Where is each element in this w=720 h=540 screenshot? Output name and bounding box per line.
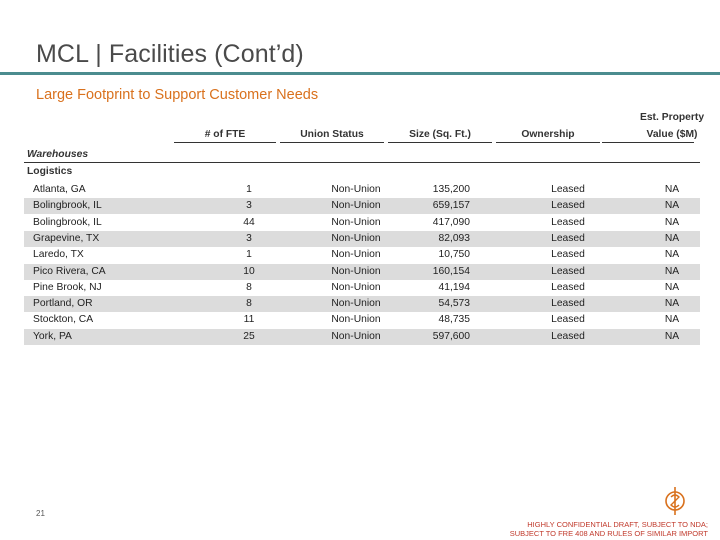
header-underline-value bbox=[602, 142, 694, 143]
page-number: 21 bbox=[36, 509, 45, 518]
cell-location: York, PA bbox=[33, 330, 72, 342]
cell-union-status: Non-Union bbox=[331, 314, 381, 326]
page-title: MCL | Facilities (Cont’d) bbox=[36, 40, 304, 68]
cell-size: 597,600 bbox=[432, 330, 470, 342]
cell-location: Pico Rivera, CA bbox=[33, 265, 106, 277]
cell-ownership: Leased bbox=[551, 232, 585, 244]
cell-ownership: Leased bbox=[551, 265, 585, 277]
header-underline-size bbox=[388, 142, 492, 143]
cell-property-value: NA bbox=[664, 184, 680, 195]
cell-fte: 44 bbox=[243, 216, 255, 228]
table-row: Atlanta, GA 1 Non-Union 135,200 Leased NA bbox=[24, 182, 700, 198]
confidentiality-footer: HIGHLY CONFIDENTIAL DRAFT, SUBJECT TO ND… bbox=[510, 520, 708, 538]
cell-property-value: NA bbox=[664, 216, 680, 228]
cell-ownership: Leased bbox=[551, 314, 585, 326]
table-row: Bolingbrook, IL 3 Non-Union 659,157 Leased NA bbox=[24, 198, 700, 215]
cell-property-value: NA bbox=[664, 232, 680, 244]
cell-fte: 3 bbox=[246, 232, 252, 244]
header-underline-union bbox=[280, 142, 384, 143]
cell-location: Stockton, CA bbox=[33, 314, 94, 326]
cell-location: Pine Brook, NJ bbox=[33, 281, 102, 293]
page-subtitle: Large Footprint to Support Customer Need… bbox=[36, 87, 319, 103]
table-row: York, PA 25 Non-Union 597,600 Leased NA bbox=[24, 328, 700, 345]
cell-union-status: Non-Union bbox=[331, 330, 381, 342]
cell-size: 417,090 bbox=[432, 216, 470, 228]
cell-ownership: Leased bbox=[551, 281, 585, 293]
table-row: Laredo, TX 1 Non-Union 10,750 Leased NA bbox=[24, 247, 700, 263]
cell-union-status: Non-Union bbox=[331, 232, 381, 244]
cell-union-status: Non-Union bbox=[331, 281, 381, 293]
table-row: Grapevine, TX 3 Non-Union 82,093 Leased NA bbox=[24, 230, 700, 247]
table-row: Pico Rivera, CA 10 Non-Union 160,154 Leased N… bbox=[24, 263, 700, 280]
cell-location: Bolingbrook, IL bbox=[33, 200, 102, 212]
cell-fte: 8 bbox=[246, 281, 252, 293]
cell-fte: 10 bbox=[243, 265, 255, 277]
section-divider bbox=[24, 162, 700, 163]
cell-property-value: NA bbox=[664, 298, 680, 310]
cell-property-value: NA bbox=[664, 281, 680, 293]
footer-line-1: HIGHLY CONFIDENTIAL DRAFT, SUBJECT TO ND… bbox=[527, 520, 708, 529]
cell-fte: 3 bbox=[246, 200, 252, 212]
cell-size: 54,573 bbox=[438, 298, 471, 310]
cell-size: 10,750 bbox=[438, 249, 471, 261]
cell-ownership: Leased bbox=[551, 298, 585, 310]
table-row: Pine Brook, NJ 8 Non-Union 41,194 Leased NA bbox=[24, 280, 700, 296]
cell-ownership: Leased bbox=[551, 249, 585, 261]
cell-fte: 25 bbox=[243, 330, 255, 342]
cell-location: Laredo, TX bbox=[33, 249, 84, 261]
cell-fte: 1 bbox=[246, 184, 252, 195]
cell-location: Atlanta, GA bbox=[33, 184, 86, 195]
column-header-value-line1: Est. Property bbox=[639, 112, 705, 123]
cell-size: 82,093 bbox=[438, 232, 471, 244]
column-header-union-status: Union Status bbox=[300, 129, 364, 140]
cell-location: Bolingbrook, IL bbox=[33, 216, 102, 228]
header-underline-fte bbox=[174, 142, 276, 143]
section-warehouses: Warehouses bbox=[27, 149, 89, 160]
header-underline-ownership bbox=[496, 142, 600, 143]
cell-size: 48,735 bbox=[438, 314, 471, 326]
cell-fte: 8 bbox=[246, 298, 252, 310]
table-row: Stockton, CA 11 Non-Union 48,735 Leased NA bbox=[24, 312, 700, 328]
cell-fte: 1 bbox=[246, 249, 252, 261]
cell-union-status: Non-Union bbox=[331, 298, 381, 310]
footer-line-2: SUBJECT TO FRE 408 AND RULES OF SIMILAR … bbox=[509, 529, 708, 538]
company-logo-icon bbox=[665, 487, 685, 515]
cell-size: 659,157 bbox=[432, 200, 470, 212]
column-header-value-line2: Value ($M) bbox=[646, 129, 698, 140]
cell-size: 160,154 bbox=[432, 265, 470, 277]
cell-location: Grapevine, TX bbox=[33, 232, 100, 244]
cell-property-value: NA bbox=[664, 314, 680, 326]
cell-fte: 11 bbox=[243, 314, 255, 326]
cell-property-value: NA bbox=[664, 200, 680, 212]
cell-ownership: Leased bbox=[551, 200, 585, 212]
cell-union-status: Non-Union bbox=[331, 184, 381, 195]
cell-ownership: Leased bbox=[551, 216, 585, 228]
cell-union-status: Non-Union bbox=[331, 200, 381, 212]
cell-property-value: NA bbox=[664, 249, 680, 261]
cell-size: 41,194 bbox=[438, 281, 471, 293]
cell-size: 135,200 bbox=[432, 184, 470, 195]
column-header-size: Size (Sq. Ft.) bbox=[409, 129, 471, 140]
cell-ownership: Leased bbox=[551, 330, 585, 342]
table-row: Bolingbrook, IL 44 Non-Union 417,090 Leased N… bbox=[24, 215, 700, 231]
section-logistics: Logistics bbox=[27, 166, 73, 177]
cell-union-status: Non-Union bbox=[331, 216, 381, 228]
cell-union-status: Non-Union bbox=[331, 265, 381, 277]
column-header-ownership: Ownership bbox=[521, 129, 575, 140]
cell-location: Portland, OR bbox=[33, 298, 93, 310]
title-divider bbox=[0, 72, 720, 75]
cell-property-value: NA bbox=[664, 265, 680, 277]
cell-union-status: Non-Union bbox=[331, 249, 381, 261]
cell-ownership: Leased bbox=[551, 184, 585, 195]
column-header-fte: # of FTE bbox=[204, 129, 246, 140]
cell-property-value: NA bbox=[664, 330, 680, 342]
table-row: Portland, OR 8 Non-Union 54,573 Leased NA bbox=[24, 296, 700, 313]
